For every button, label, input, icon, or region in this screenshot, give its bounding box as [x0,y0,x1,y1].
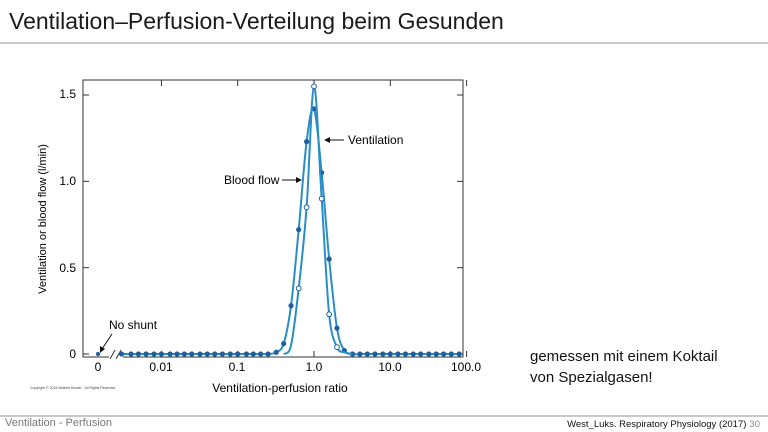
footer-source: West_Luks. Respiratory Physiology (2017)… [567,419,760,430]
ventilation-point [295,285,302,292]
blood-flow-point [143,351,149,357]
blood-flow-point [433,351,439,357]
footer-source-text: West_Luks. Respiratory Physiology (2017) [567,419,747,430]
x-tick-label-10.0: 10.0 [378,360,402,374]
ventilation-annotation: Ventilation [348,133,403,147]
vq-chart: Ventilation or blood flow (l/min) Ventil… [30,70,490,400]
title-divider [0,42,768,44]
ventilation-arrowhead [324,137,330,143]
y-tick-label-1.5: 1.5 [59,87,76,101]
blood-flow-point [334,325,340,331]
footer-divider [0,415,768,417]
blood-flow-point [265,351,271,357]
blood-flow-point [135,351,142,357]
slide-title: Ventilation–Perfusion-Verteilung beim Ge… [9,8,504,34]
y-axis-label: Ventilation or blood flow (l/min) [37,144,49,294]
blood-flow-point [235,351,241,357]
blood-flow-point [387,351,393,357]
plot-layer [83,80,468,357]
plot-frame [82,79,464,358]
side-note-line-1: gemessen mit einem Koktail [530,348,718,365]
blood-flow-point [197,351,203,357]
blood-flow-point [402,351,409,357]
blood-flow-point [128,351,134,357]
blood-flow-point [243,351,249,357]
blood-flow-point [219,351,225,357]
x-axis-label: Ventilation-perfusion ratio [212,381,348,395]
x-tick-label-0: 0 [95,360,102,374]
blood-flow-point [426,351,432,357]
blood-flow-point [158,351,164,357]
no-shunt-point [95,351,101,357]
blood-flow-point [281,341,287,347]
side-note-line-2: von Spezialgasen! [530,369,653,386]
blood-flow-point [250,351,256,357]
y-tick-label-0: 0 [69,347,76,361]
y-tick-label-0.5: 0.5 [59,261,76,275]
blood-flow-point [410,351,416,357]
blood-flow-annotation: Blood flow [224,173,280,187]
blood-flow-point [395,351,401,357]
ventilation-point [311,83,317,90]
blood-flow-point [448,351,454,357]
blood-flow-point [380,351,386,357]
x-tick-label-1.0: 1.0 [306,360,323,374]
x-tick-label-0.1: 0.1 [229,360,246,374]
blood-flow-arrowhead [296,177,302,183]
y-tick-label-1.0: 1.0 [59,174,76,188]
axis-break-mark [109,349,123,360]
blood-flow-point [181,351,187,357]
side-note: gemessen mit einem Koktail von Spezialga… [530,346,760,388]
ventilation-line [282,85,353,355]
copyright-note: Copyright © 2016 Wolters Kluwer · All Ri… [30,386,115,390]
blood-flow-point [418,351,424,357]
blood-flow-point [189,351,195,357]
blood-flow-point [204,351,210,357]
ventilation-point [303,204,310,211]
blood-flow-point [441,351,447,357]
footer-section-label: Ventilation - Perfusion [5,417,113,429]
x-tick-label-0.01: 0.01 [149,360,173,374]
blood-flow-point [151,351,157,357]
blood-flow-point [456,351,462,357]
blood-flow-point [118,351,125,357]
blood-flow-point [296,227,302,233]
blood-flow-point [227,351,233,357]
ventilation-point [318,195,325,202]
blood-flow-point [174,351,180,357]
blood-flow-line [121,106,460,356]
blood-flow-point [304,139,310,145]
no-shunt-arrowhead [100,346,105,353]
blood-flow-point [372,351,378,357]
blood-flow-point [288,303,294,309]
blood-flow-point [326,256,332,262]
page-number: 30 [749,419,760,430]
blood-flow-point [167,351,173,357]
x-tick-label-100.0: 100.0 [451,360,481,374]
no-shunt-arrow [101,333,113,350]
no-shunt-annotation: No shunt [109,318,158,332]
blood-flow-point [212,351,218,357]
vq-chart-svg: Ventilation or blood flow (l/min) Ventil… [30,79,481,395]
blood-flow-point [364,351,370,357]
blood-flow-point [357,351,363,357]
ventilation-point [326,311,333,318]
blood-flow-point [258,351,264,357]
blood-flow-point [273,349,279,355]
ventilation-point [334,344,340,350]
